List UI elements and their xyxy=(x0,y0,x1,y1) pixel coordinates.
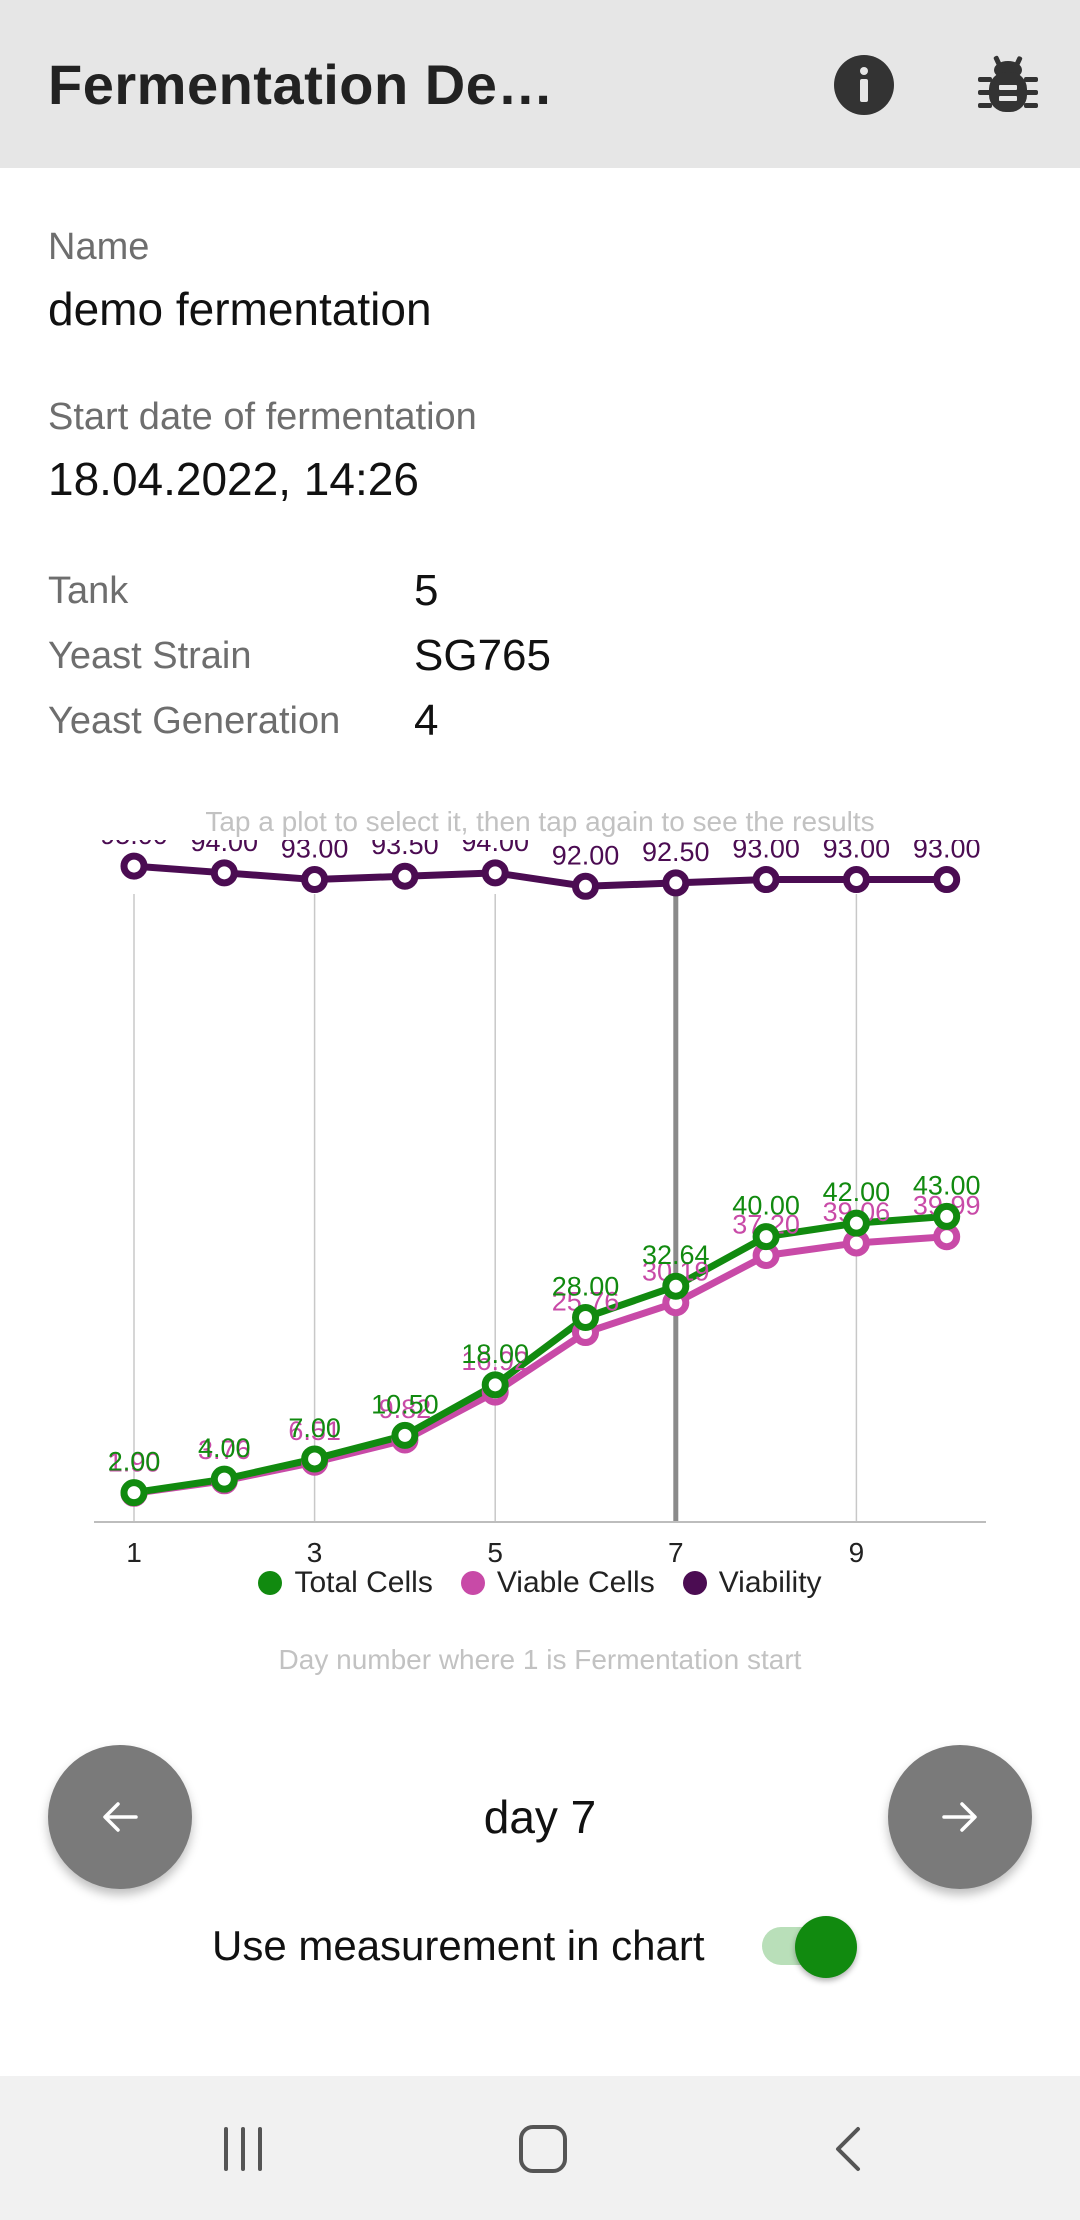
data-label-total-cells: 10.50 xyxy=(371,1389,439,1419)
start-date-value: 18.04.2022, 14:26 xyxy=(48,453,419,505)
recents-icon[interactable] xyxy=(218,2124,268,2174)
legend-dot-viable-cells xyxy=(460,1571,485,1595)
name-value: demo fermentation xyxy=(48,283,432,335)
data-point-viability xyxy=(120,852,148,880)
data-point-viability xyxy=(842,866,870,894)
page-title: Fermentation De… xyxy=(48,53,554,116)
yeast-generation-label: Yeast Generation xyxy=(48,700,341,742)
data-label-total-cells: 40.00 xyxy=(732,1191,800,1221)
data-point-viability xyxy=(481,859,509,887)
data-label-viability: 93.00 xyxy=(281,840,349,864)
data-label-viability: 93.00 xyxy=(732,840,800,864)
data-label-total-cells: 7.00 xyxy=(288,1413,341,1443)
data-label-viability: 94.00 xyxy=(461,840,529,857)
data-point-total-cells xyxy=(933,1202,961,1230)
info-icon-dot xyxy=(860,67,868,75)
data-label-total-cells: 4.00 xyxy=(198,1433,251,1463)
data-point-total-cells xyxy=(572,1303,599,1331)
x-tick-label: 3 xyxy=(307,1537,323,1568)
x-tick-label: 5 xyxy=(487,1537,503,1568)
data-label-viability: 92.50 xyxy=(642,840,710,867)
legend-dot-total-cells xyxy=(258,1571,283,1595)
data-point-total-cells xyxy=(481,1371,509,1399)
legend-item-viability: Viability xyxy=(682,1566,822,1600)
data-point-viability xyxy=(301,866,329,894)
data-label-total-cells: 43.00 xyxy=(913,1170,981,1200)
data-point-total-cells xyxy=(842,1209,870,1237)
legend-label-viability: Viability xyxy=(718,1566,822,1599)
data-label-viability: 93.50 xyxy=(371,840,439,860)
x-tick-label: 9 xyxy=(849,1537,865,1568)
arrow-right-icon xyxy=(942,1802,977,1832)
x-tick-label: 7 xyxy=(668,1537,684,1568)
data-label-total-cells: 32.64 xyxy=(642,1240,710,1270)
chart-hint: Tap a plot to select it, then tap again … xyxy=(205,806,875,837)
data-label-viable-cells: 6.51 xyxy=(288,1416,341,1446)
fermentation-chart[interactable]: 135791.903.766.519.8216.9225.7630.1937.2… xyxy=(0,840,1080,1570)
data-label-viable-cells: 1.90 xyxy=(108,1447,161,1477)
home-icon[interactable] xyxy=(517,2123,569,2175)
yeast-strain-label: Yeast Strain xyxy=(48,635,252,677)
data-label-viable-cells: 9.82 xyxy=(379,1394,432,1424)
data-label-viability: 93.00 xyxy=(823,840,891,864)
series-line-viable-cells xyxy=(130,1233,951,1497)
data-point-viability xyxy=(210,859,238,887)
data-point-viability xyxy=(752,866,780,894)
legend-dot-viability xyxy=(682,1571,707,1595)
x-axis-caption: Day number where 1 is Fermentation start xyxy=(278,1644,802,1675)
use-measurement-switch-knob[interactable] xyxy=(795,1916,857,1978)
current-day-label: day 7 xyxy=(483,1791,597,1843)
bug-icon[interactable] xyxy=(978,52,1038,118)
data-point-total-cells xyxy=(662,1272,690,1300)
data-point-total-cells xyxy=(210,1465,238,1493)
data-point-total-cells xyxy=(301,1445,329,1473)
data-label-viability: 95.00 xyxy=(100,840,168,850)
yeast-generation-value: 4 xyxy=(414,696,439,745)
yeast-strain-value: SG765 xyxy=(414,631,551,680)
system-navigation-bar xyxy=(0,2076,1080,2220)
data-point-viability xyxy=(662,869,690,897)
data-point-viability xyxy=(391,862,419,890)
data-label-total-cells: 2.00 xyxy=(108,1447,161,1477)
data-label-viability: 94.00 xyxy=(191,840,259,857)
use-measurement-label: Use measurement in chart xyxy=(212,1922,705,1969)
next-day-button[interactable] xyxy=(888,1745,1032,1889)
tank-value: 5 xyxy=(414,566,439,615)
data-label-total-cells: 28.00 xyxy=(552,1271,620,1301)
legend-label-total-cells: Total Cells xyxy=(294,1566,433,1599)
data-label-viability: 93.00 xyxy=(913,840,981,864)
data-label-viability: 92.00 xyxy=(552,840,620,870)
start-date-label: Start date of fermentation xyxy=(48,396,477,438)
data-label-viable-cells: 16.92 xyxy=(461,1346,529,1376)
name-label: Name xyxy=(48,226,150,268)
data-label-total-cells: 42.00 xyxy=(823,1177,891,1207)
data-label-viable-cells: 3.76 xyxy=(198,1435,251,1465)
legend-label-viable-cells: Viable Cells xyxy=(496,1566,655,1599)
data-label-total-cells: 18.00 xyxy=(461,1339,529,1369)
arrow-left-icon xyxy=(103,1802,138,1832)
series-line-total-cells xyxy=(130,1212,951,1497)
legend-item-total-cells: Total Cells xyxy=(258,1566,433,1600)
data-point-total-cells xyxy=(120,1479,148,1507)
tank-label: Tank xyxy=(48,570,129,612)
back-icon[interactable] xyxy=(826,2124,872,2174)
previous-day-button[interactable] xyxy=(48,1745,192,1889)
data-point-viability xyxy=(933,866,961,894)
data-point-total-cells xyxy=(752,1223,780,1251)
legend-item-viable-cells: Viable Cells xyxy=(460,1566,655,1600)
series-line-viability xyxy=(130,862,951,890)
chart-legend: Total Cells Viable Cells Viability xyxy=(0,1566,1080,1600)
x-tick-label: 1 xyxy=(126,1537,142,1568)
info-icon-bar xyxy=(860,79,868,102)
info-icon[interactable] xyxy=(834,55,894,115)
data-point-total-cells xyxy=(391,1421,419,1449)
data-point-viability xyxy=(572,872,599,900)
app-bar: Fermentation De… xyxy=(0,0,1080,168)
